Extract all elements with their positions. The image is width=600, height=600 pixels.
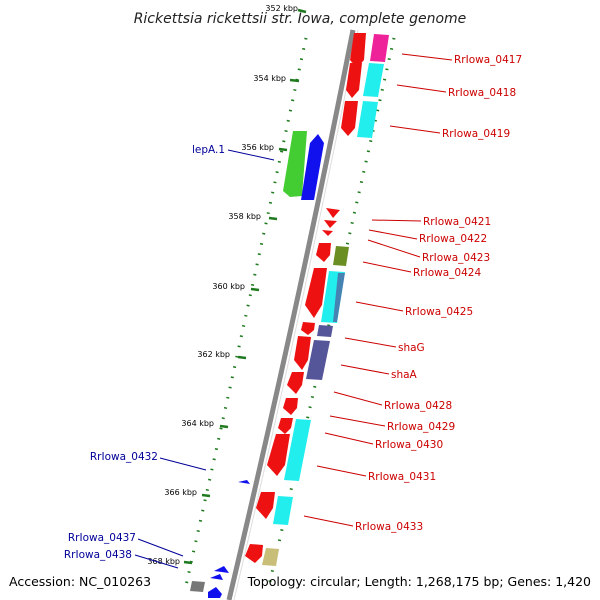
gene-0421 xyxy=(326,208,340,218)
label-rriowa-0418: RrIowa_0418 xyxy=(448,87,516,99)
gene-0437 xyxy=(214,566,229,573)
tick-label-352: 352 kbp xyxy=(265,4,298,13)
gene-0430-red xyxy=(278,418,293,434)
label-rriowa-0431: RrIowa_0431 xyxy=(368,471,436,483)
label-rriowa-0417: RrIowa_0417 xyxy=(454,54,522,66)
accession-text: Accession: NC_010263 xyxy=(9,574,151,589)
inner-tick-track xyxy=(183,37,308,591)
label-shag: shaG xyxy=(398,342,425,354)
feature-0424-olive xyxy=(333,246,349,266)
tick-label-362: 362 kbp xyxy=(197,350,230,359)
tick-label-364: 364 kbp xyxy=(181,419,214,428)
gene-extra-red xyxy=(245,544,263,563)
gene-0432 xyxy=(238,480,250,484)
label-rriowa-0429: RrIowa_0429 xyxy=(387,421,455,433)
gene-0429-red xyxy=(283,398,298,415)
left-labels: lepA.1 RrIowa_0432 RrIowa_0437 RrIowa_04… xyxy=(64,144,225,561)
feature-0425-slate xyxy=(333,273,345,322)
feature-shaa-slate xyxy=(306,340,330,380)
label-rriowa-0430: RrIowa_0430 xyxy=(375,439,443,451)
tick-label-366: 366 kbp xyxy=(164,488,197,497)
genome-backbone-highlight xyxy=(233,29,359,600)
feature-0418-cyan xyxy=(363,63,384,97)
gene-shag-red xyxy=(301,322,315,335)
feature-gray xyxy=(190,581,205,592)
gene-lepa1-green xyxy=(283,131,307,197)
genome-backbone xyxy=(226,29,356,600)
feature-shag-slate xyxy=(317,325,333,337)
right-leader-lines xyxy=(303,53,453,527)
gene-0433-red xyxy=(256,492,275,519)
gene-0417-red xyxy=(350,33,366,68)
label-rriowa-0432: RrIowa_0432 xyxy=(90,451,158,463)
reverse-strand-features xyxy=(190,131,324,598)
label-rriowa-0419: RrIowa_0419 xyxy=(442,128,510,140)
left-leader-lines xyxy=(134,149,275,569)
feature-0431-cyan xyxy=(284,419,311,481)
gene-0419-red xyxy=(341,101,358,136)
gene-lepa1-blue xyxy=(301,134,324,200)
label-rriowa-0438: RrIowa_0438 xyxy=(64,549,132,561)
label-rriowa-0422: RrIowa_0422 xyxy=(419,233,487,245)
label-rriowa-0428: RrIowa_0428 xyxy=(384,400,452,412)
forward-strand-features xyxy=(245,33,389,566)
feature-0417-magenta xyxy=(370,34,389,62)
label-lepa1: lepA.1 xyxy=(192,144,225,156)
gene-0422 xyxy=(324,220,337,228)
tick-label-358: 358 kbp xyxy=(228,212,261,221)
gene-shaa-red xyxy=(294,336,311,370)
tick-labels: 352 kbp 354 kbp 356 kbp 358 kbp 360 kbp … xyxy=(147,4,298,566)
feature-0419-cyan xyxy=(357,101,378,138)
label-rriowa-0424: RrIowa_0424 xyxy=(413,267,481,279)
label-rriowa-0423: RrIowa_0423 xyxy=(422,252,490,264)
label-rriowa-0425: RrIowa_0425 xyxy=(405,306,473,318)
gene-0425-red xyxy=(305,268,327,318)
label-rriowa-0433: RrIowa_0433 xyxy=(355,521,423,533)
label-shaa: shaA xyxy=(391,369,418,381)
topology-text: Topology: circular; Length: 1,268,175 bp… xyxy=(247,574,591,589)
label-rriowa-0421: RrIowa_0421 xyxy=(423,216,491,228)
tick-marks xyxy=(183,8,307,565)
gene-bottom-blue xyxy=(208,587,222,598)
map-title: Rickettsia rickettsii str. Iowa, complet… xyxy=(134,11,467,27)
gene-0418-red xyxy=(346,63,362,98)
gene-0423 xyxy=(322,230,333,236)
gene-0438 xyxy=(210,574,223,580)
feature-0433-cyan xyxy=(273,496,293,525)
gene-0431-red xyxy=(267,434,290,476)
label-rriowa-0437: RrIowa_0437 xyxy=(68,532,136,544)
tick-label-354: 354 kbp xyxy=(253,74,286,83)
gene-0428-red xyxy=(287,372,304,394)
tick-label-368: 368 kbp xyxy=(147,557,180,566)
tick-label-360: 360 kbp xyxy=(212,282,245,291)
right-labels: RrIowa_0417 RrIowa_0418 RrIowa_0419 RrIo… xyxy=(355,54,522,533)
gene-0424-red xyxy=(316,243,331,262)
feature-extra-khaki xyxy=(262,548,279,566)
tick-label-356: 356 kbp xyxy=(241,143,274,152)
